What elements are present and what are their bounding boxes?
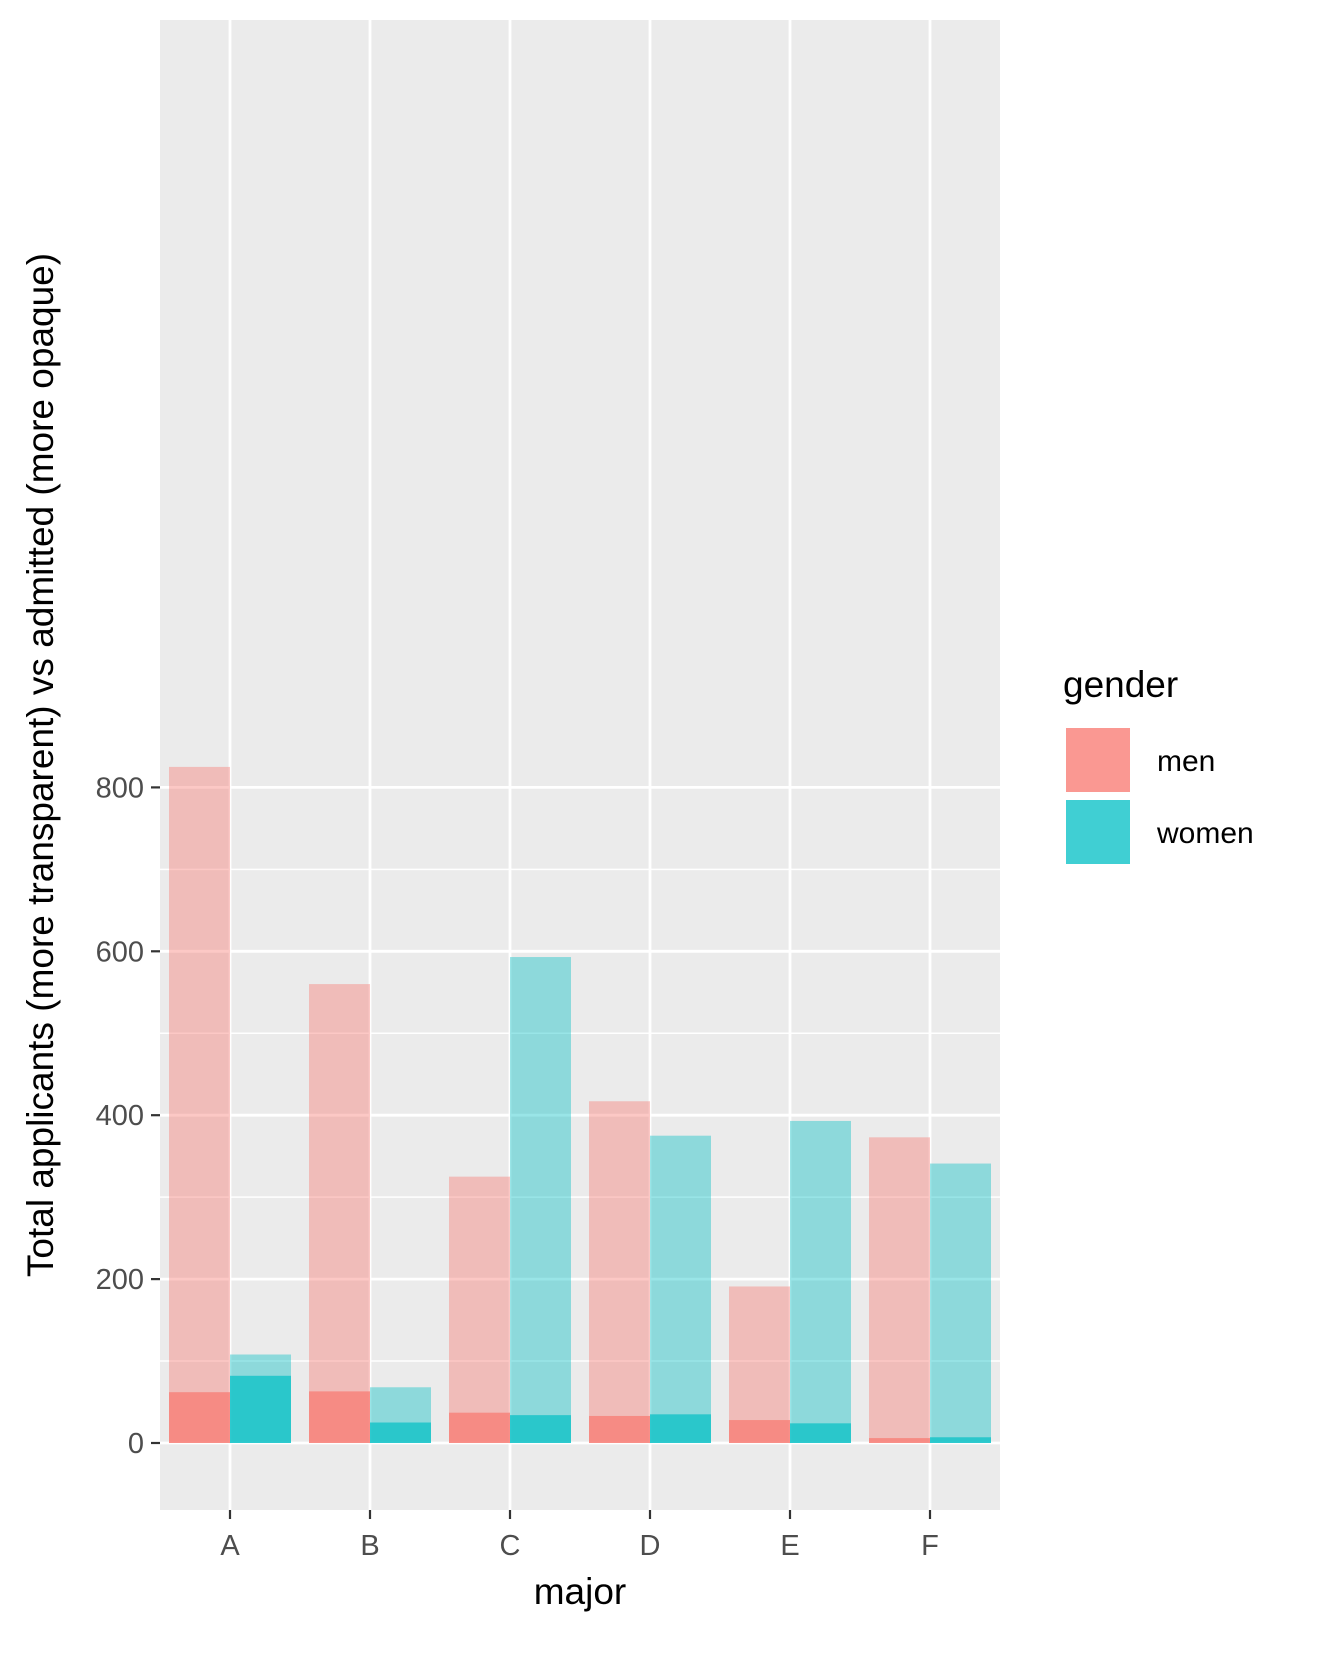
y-tick-label: 400 (96, 1100, 144, 1132)
bar-applicants-men-A (169, 766, 230, 1443)
bar-admitted-women-D (650, 1414, 711, 1443)
bar-admitted-women-B (370, 1422, 431, 1443)
bar-admitted-women-A (230, 1375, 291, 1443)
bar-admitted-men-E (729, 1420, 790, 1443)
legend-title: gender (1063, 664, 1178, 705)
minor-gridlines (160, 868, 1000, 1362)
bar-applicants-women-D (650, 1135, 711, 1443)
bar-admitted-women-F (930, 1437, 991, 1443)
bar-applicants-women-E (790, 1120, 851, 1443)
legend: gender men women (1063, 664, 1254, 865)
bar-applicants-women-F (930, 1163, 991, 1443)
x-axis: A B C D E F (220, 1510, 939, 1562)
bar-applicants-men-B (309, 984, 370, 1443)
x-axis-title: major (534, 1571, 627, 1612)
bar-admitted-men-D (589, 1415, 650, 1443)
y-tick-label: 0 (128, 1428, 144, 1460)
x-tick-label: D (640, 1530, 661, 1562)
bar-admitted-men-C (449, 1412, 510, 1443)
bar-admitted-women-C (510, 1415, 571, 1443)
x-tick-label: C (500, 1530, 521, 1562)
legend-label-men: men (1157, 745, 1215, 778)
bars (169, 766, 991, 1443)
plot-panel (160, 20, 1000, 1510)
legend-label-women: women (1156, 817, 1254, 850)
bar-admitted-men-B (309, 1391, 370, 1443)
y-axis: 0 200 400 600 800 (96, 772, 160, 1460)
legend-key-men (1066, 728, 1130, 792)
x-tick-label: F (921, 1530, 939, 1562)
major-gridlines (160, 20, 1000, 1510)
bar-applicants-women-C (510, 957, 571, 1443)
y-tick-label: 800 (96, 772, 144, 804)
x-tick-label: A (220, 1530, 240, 1562)
bar-applicants-men-E (729, 1286, 790, 1443)
bar-applicants-men-C (449, 1176, 510, 1443)
bar-admitted-men-A (169, 1392, 230, 1443)
y-tick-label: 200 (96, 1264, 144, 1296)
bar-admitted-women-E (790, 1423, 851, 1443)
y-tick-label: 600 (96, 936, 144, 968)
legend-key-women (1066, 800, 1130, 864)
x-tick-label: E (780, 1530, 799, 1562)
bar-admitted-men-F (869, 1438, 930, 1443)
y-axis-title: Total applicants (more transparent) vs a… (20, 253, 61, 1277)
x-tick-label: B (360, 1530, 379, 1562)
bar-applicants-men-D (589, 1101, 650, 1443)
bar-applicants-men-F (869, 1137, 930, 1443)
